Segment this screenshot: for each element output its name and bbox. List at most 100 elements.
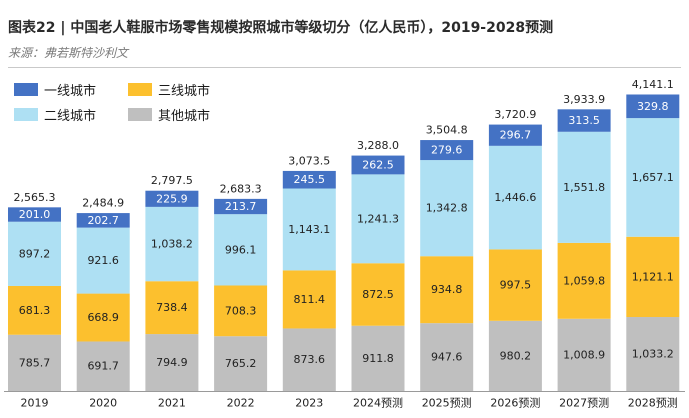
bar-data-label: 1,059.8 (563, 274, 605, 287)
bar-segment (488, 320, 542, 391)
bar-data-label: 765.2 (225, 357, 257, 370)
bar-segment (351, 155, 405, 175)
bar-data-label: 296.7 (500, 129, 532, 142)
chart-source: 来源：弗若斯特沙利文 (8, 46, 129, 60)
bar-total-label: 3,504.8 (426, 124, 468, 137)
bar-segment (351, 174, 405, 264)
bar-data-label: 213.7 (225, 200, 257, 213)
bar-segment (557, 109, 611, 132)
bar-segment (351, 263, 405, 326)
legend-swatch-other (128, 108, 152, 121)
bar-segment (626, 94, 680, 119)
bar-segment (282, 270, 336, 329)
bar-data-label: 811.4 (294, 293, 326, 306)
bar-segment (145, 206, 199, 282)
x-tick-label: 2027预测 (559, 397, 609, 410)
bar-segment (214, 336, 268, 391)
bar-segment (8, 207, 61, 222)
bar-segment (626, 118, 680, 237)
bar-data-label: 1,342.8 (426, 202, 468, 215)
legend-item-other: 其他城市 (128, 105, 210, 124)
legend-swatch-tier1 (14, 83, 38, 96)
bar-data-label: 329.8 (637, 100, 669, 113)
bar-total-label: 3,073.5 (288, 154, 330, 167)
bar-data-label: 313.5 (568, 114, 600, 127)
bar-data-label: 1,446.6 (494, 191, 536, 204)
bar-segment (214, 285, 268, 337)
bar-segment (488, 145, 542, 250)
bar-segment (282, 170, 336, 189)
bar-segment (351, 325, 405, 391)
bar-segment (557, 242, 611, 319)
bar-segment (76, 213, 130, 228)
bar-segment (420, 323, 474, 391)
bar-data-label: 1,121.1 (632, 270, 674, 283)
bar-data-label: 996.1 (225, 243, 257, 256)
x-tick-label: 2024预测 (353, 397, 403, 410)
bar-data-label: 262.5 (362, 158, 394, 171)
bar-data-label: 794.9 (156, 356, 188, 369)
bar-segment (8, 334, 61, 391)
bar-total-label: 2,683.3 (220, 182, 262, 195)
bar-segment (145, 281, 199, 335)
bar-data-label: 980.2 (500, 349, 532, 362)
bar-data-label: 934.8 (431, 283, 463, 296)
legend-item-tier2: 二线城市 (14, 105, 96, 124)
bar-total-label: 2,565.3 (14, 191, 56, 204)
bar-data-label: 873.6 (294, 353, 326, 366)
bar-data-label: 668.9 (87, 311, 119, 324)
bar-data-label: 225.9 (156, 192, 188, 205)
bar-total-label: 2,484.9 (82, 197, 124, 210)
bar-data-label: 1,657.1 (632, 171, 674, 184)
x-tick-label: 2025预测 (422, 397, 472, 410)
bar-data-label: 201.0 (19, 208, 51, 221)
bar-data-label: 1,241.3 (357, 212, 399, 225)
bar-segment (8, 221, 61, 286)
bar-data-label: 785.7 (19, 356, 51, 369)
bar-segment (76, 227, 130, 294)
bar-data-label: 279.6 (431, 144, 463, 157)
legend-label-tier1: 一线城市 (44, 84, 97, 99)
legend-label-tier3: 三线城市 (158, 84, 211, 99)
bar-total-label: 3,720.9 (494, 108, 536, 121)
bar-data-label: 872.5 (362, 288, 394, 301)
bar-data-label: 911.8 (362, 352, 394, 365)
bar-segment (282, 188, 336, 271)
bar-segment (8, 285, 61, 335)
bar-data-label: 245.5 (294, 173, 326, 186)
x-tick-label: 2021 (158, 397, 186, 410)
legend-swatch-tier2 (14, 108, 38, 121)
chart-title: 图表22 | 中国老人鞋服市场零售规模按照城市等级切分（亿人民币），2019-2… (8, 20, 554, 36)
x-tick-label: 2028预测 (628, 397, 678, 410)
bar-total-label: 4,141.1 (632, 78, 674, 91)
bar-data-label: 691.7 (87, 360, 119, 373)
bar-segment (282, 328, 336, 391)
legend-swatch-tier3 (128, 83, 152, 96)
header-divider (8, 67, 681, 68)
bar-segment (557, 131, 611, 243)
bar-data-label: 1,033.2 (632, 348, 674, 361)
legend-item-tier3: 三线城市 (128, 80, 210, 99)
bar-data-label: 897.2 (19, 247, 51, 260)
bar-segment (488, 124, 542, 146)
bar-segment (420, 160, 474, 257)
x-tick-label: 2020 (89, 397, 117, 410)
bar-data-label: 997.5 (500, 279, 532, 292)
x-tick-label: 2026预测 (490, 397, 540, 410)
legend-item-tier1: 一线城市 (14, 80, 96, 99)
bar-segment (145, 334, 199, 391)
bar-data-label: 202.7 (87, 214, 119, 227)
bar-data-label: 738.4 (156, 301, 188, 314)
bar-segment (626, 317, 680, 391)
bar-segment (214, 214, 268, 286)
bar-segment (420, 140, 474, 161)
bar-segment (76, 341, 130, 391)
bar-total-label: 2,797.5 (151, 174, 193, 187)
x-tick-label: 2022 (227, 397, 255, 410)
legend-label-tier2: 二线城市 (44, 109, 97, 124)
x-tick-label: 2023 (295, 397, 323, 410)
bar-data-label: 708.3 (225, 304, 257, 317)
bar-data-label: 1,143.1 (288, 223, 330, 236)
bar-segment (488, 249, 542, 321)
